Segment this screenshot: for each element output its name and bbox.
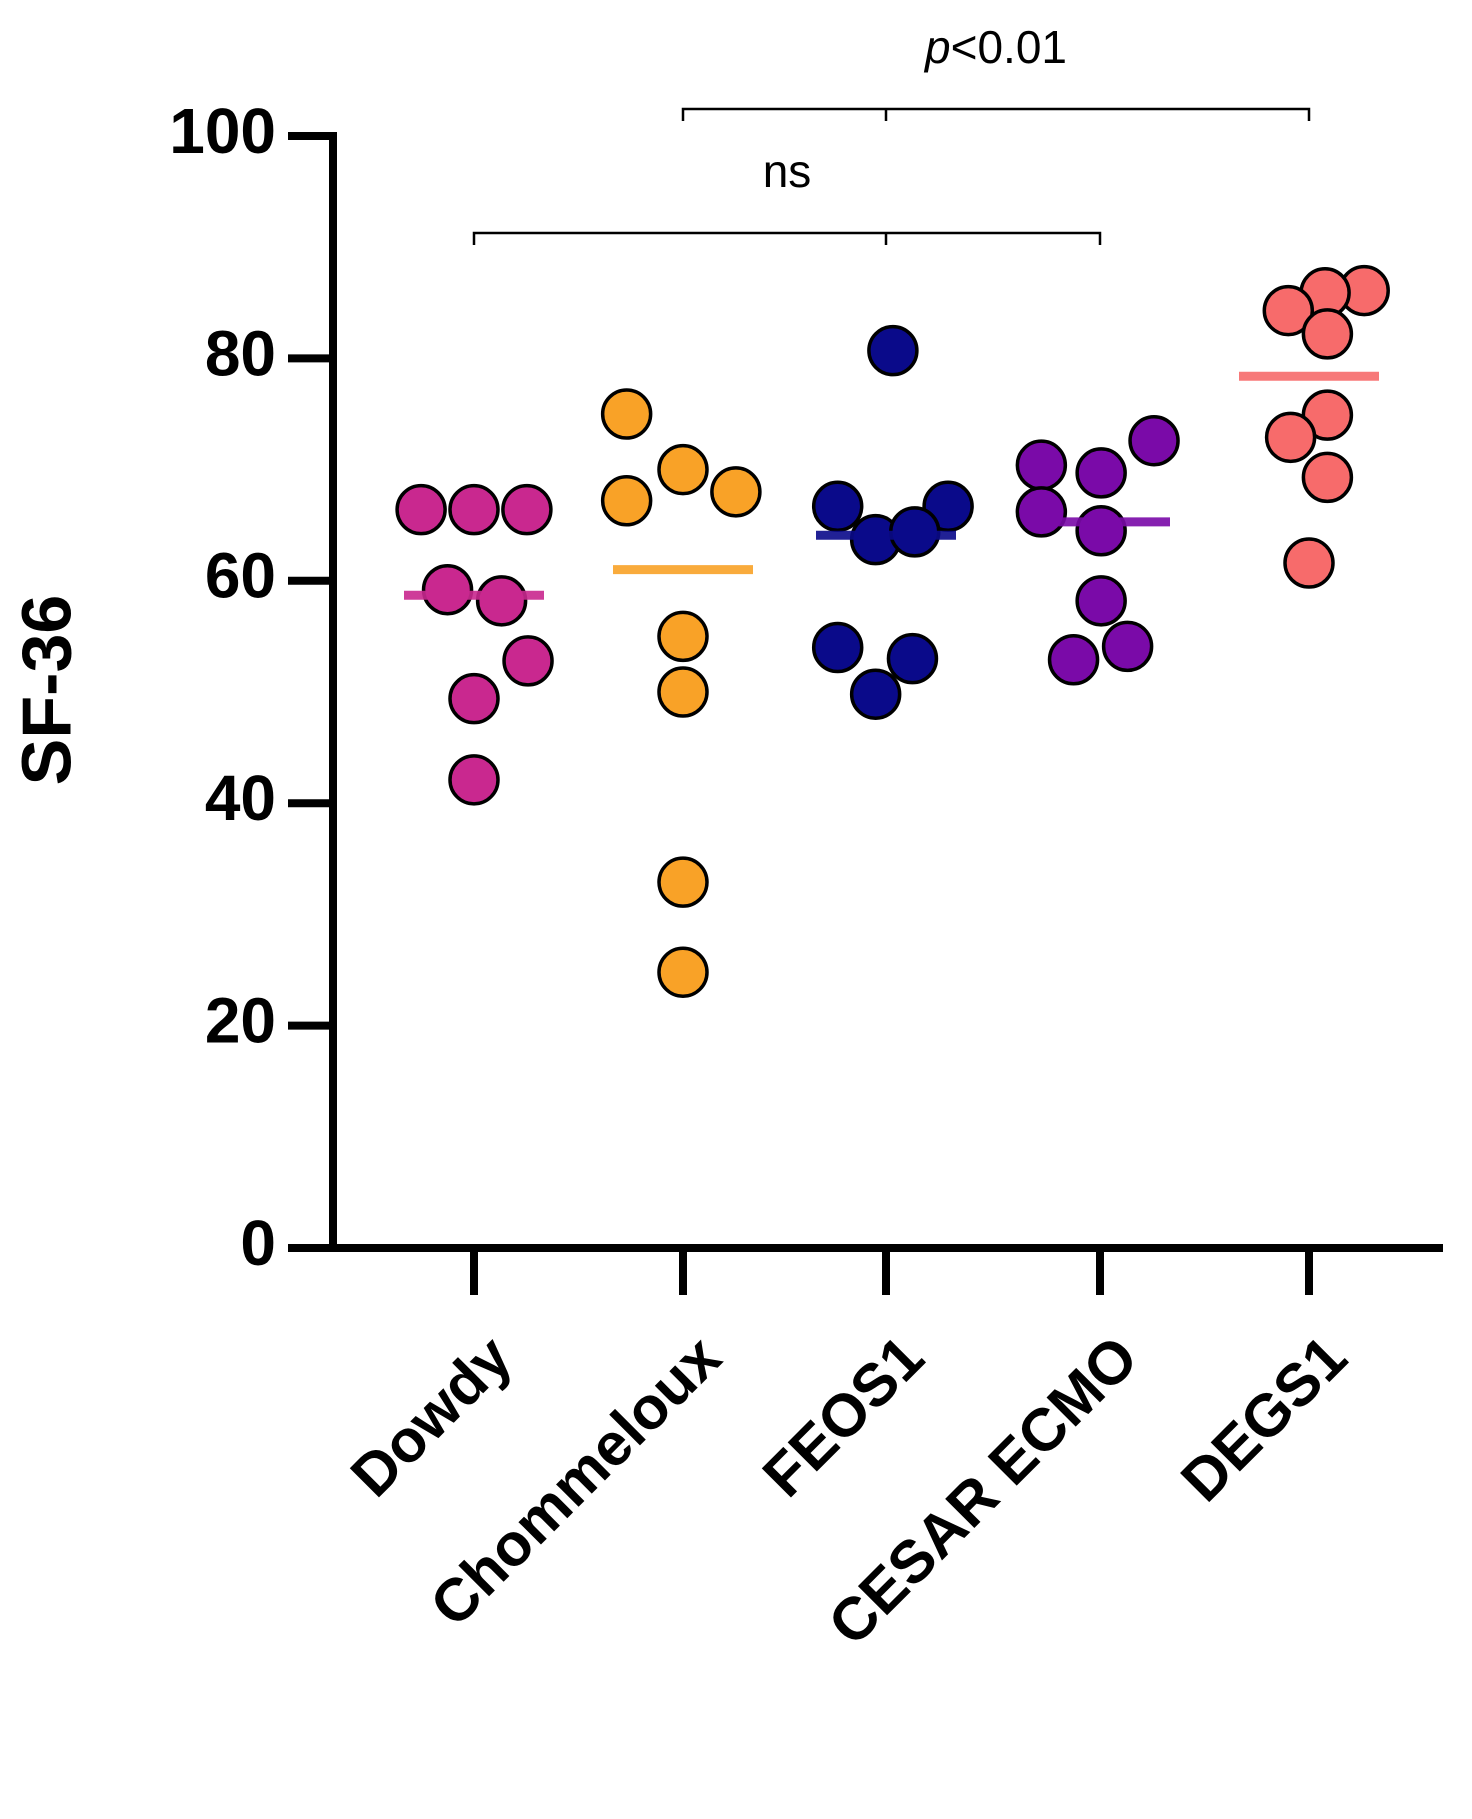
data-point xyxy=(1047,634,1100,686)
data-point xyxy=(710,466,762,518)
data-point xyxy=(448,483,500,536)
x-tick-label: Dowdy xyxy=(338,1323,525,1510)
data-point xyxy=(600,388,653,440)
x-tick-label: FEOS1 xyxy=(750,1323,936,1509)
significance-bracket xyxy=(681,107,1311,121)
data-point xyxy=(867,324,919,377)
y-tick-label: 0 xyxy=(240,1207,276,1279)
data-point xyxy=(1075,447,1127,499)
x-tick-label: DEGS1 xyxy=(1168,1323,1359,1514)
data-point xyxy=(1128,414,1180,467)
y-tick-label: 100 xyxy=(169,95,276,167)
data-point xyxy=(502,635,554,687)
data-point xyxy=(475,575,528,627)
data-point xyxy=(849,668,902,720)
data-point xyxy=(811,621,864,674)
data-point xyxy=(811,480,864,533)
significance-italic: p xyxy=(923,21,951,73)
data-point xyxy=(657,610,709,663)
data-point xyxy=(657,666,709,718)
data-point xyxy=(886,632,939,685)
data-point xyxy=(1262,284,1315,337)
data-point xyxy=(1301,308,1354,360)
data-point xyxy=(448,754,500,806)
data-point xyxy=(448,672,500,725)
data-point xyxy=(1301,451,1354,504)
significance-text: <0.01 xyxy=(951,21,1067,73)
significance-bracket xyxy=(472,231,1102,245)
y-tick-label: 60 xyxy=(205,540,276,612)
data-point xyxy=(1264,411,1317,464)
y-tick-label: 20 xyxy=(205,985,276,1057)
data-point xyxy=(1075,575,1127,627)
significance-text: ns xyxy=(763,145,812,197)
data-point xyxy=(1015,439,1068,491)
data-point xyxy=(600,474,653,527)
data-point xyxy=(1075,505,1127,557)
data-point xyxy=(1283,537,1335,589)
y-tick-label: 80 xyxy=(205,317,276,389)
data-point xyxy=(421,563,474,616)
y-axis-label: SF-36 xyxy=(7,595,85,786)
significance-label: ns xyxy=(763,145,812,197)
data-point xyxy=(395,483,447,536)
data-point xyxy=(657,443,709,496)
significance-label: p<0.01 xyxy=(923,21,1067,73)
data-point xyxy=(1101,620,1154,673)
y-tick-label: 40 xyxy=(205,762,276,834)
data-point xyxy=(1015,486,1068,538)
data-point xyxy=(501,483,553,536)
data-point xyxy=(657,856,709,908)
data-point xyxy=(657,946,709,998)
